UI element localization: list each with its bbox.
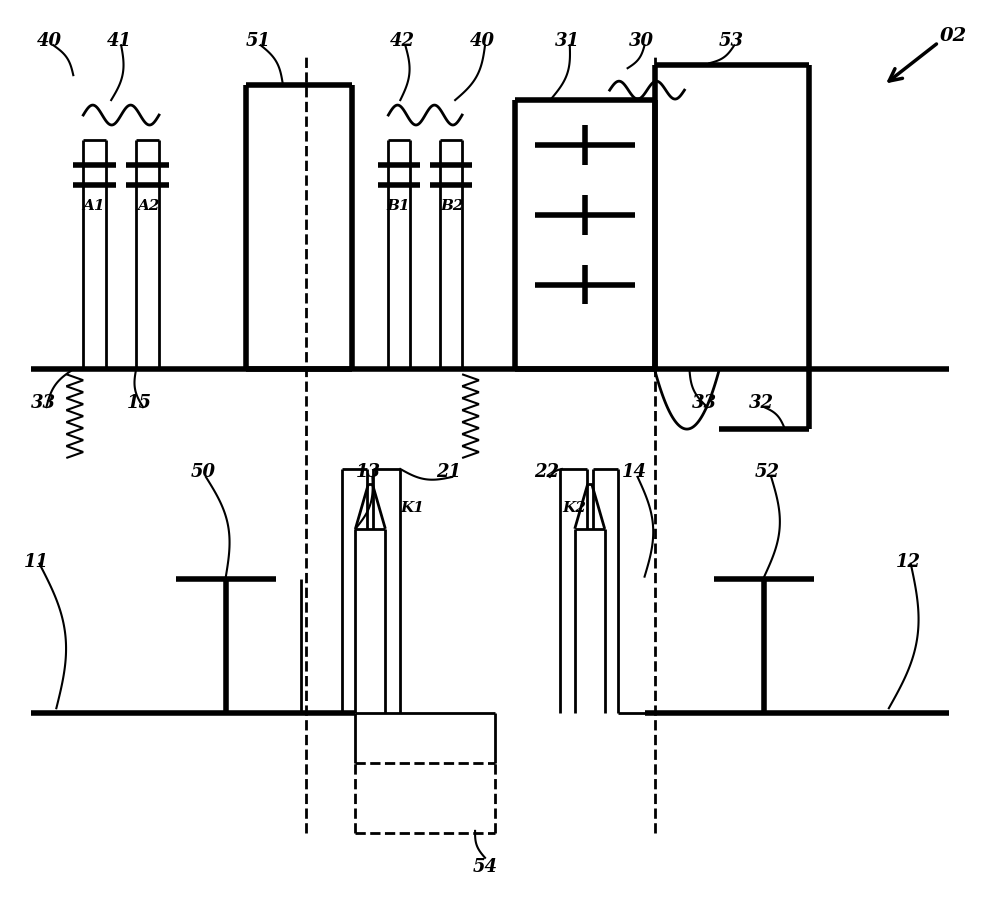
Text: 30: 30 bbox=[629, 32, 654, 51]
Text: K1: K1 bbox=[400, 500, 424, 515]
Text: 41: 41 bbox=[107, 32, 132, 51]
Text: 14: 14 bbox=[622, 462, 647, 481]
Text: 40: 40 bbox=[470, 32, 495, 51]
Text: 40: 40 bbox=[37, 32, 62, 51]
Text: 50: 50 bbox=[190, 462, 215, 481]
Text: 31: 31 bbox=[555, 32, 580, 51]
Text: B1: B1 bbox=[387, 199, 410, 212]
Text: 42: 42 bbox=[390, 32, 415, 51]
Text: 15: 15 bbox=[127, 393, 152, 412]
Text: 32: 32 bbox=[749, 393, 774, 412]
Text: 52: 52 bbox=[755, 462, 780, 481]
Text: A2: A2 bbox=[137, 199, 159, 212]
Text: 54: 54 bbox=[473, 857, 498, 875]
Text: 33: 33 bbox=[31, 393, 56, 412]
Text: 33: 33 bbox=[692, 393, 717, 412]
Text: 22: 22 bbox=[534, 462, 559, 481]
Text: 53: 53 bbox=[719, 32, 744, 51]
Text: 02: 02 bbox=[940, 28, 967, 45]
Text: 11: 11 bbox=[24, 552, 49, 570]
Text: K2: K2 bbox=[563, 500, 587, 515]
Text: B2: B2 bbox=[440, 199, 464, 212]
Text: 12: 12 bbox=[896, 552, 921, 570]
Text: A1: A1 bbox=[82, 199, 104, 212]
Text: 51: 51 bbox=[245, 32, 270, 51]
Text: 21: 21 bbox=[436, 462, 461, 481]
Text: 13: 13 bbox=[356, 462, 381, 481]
